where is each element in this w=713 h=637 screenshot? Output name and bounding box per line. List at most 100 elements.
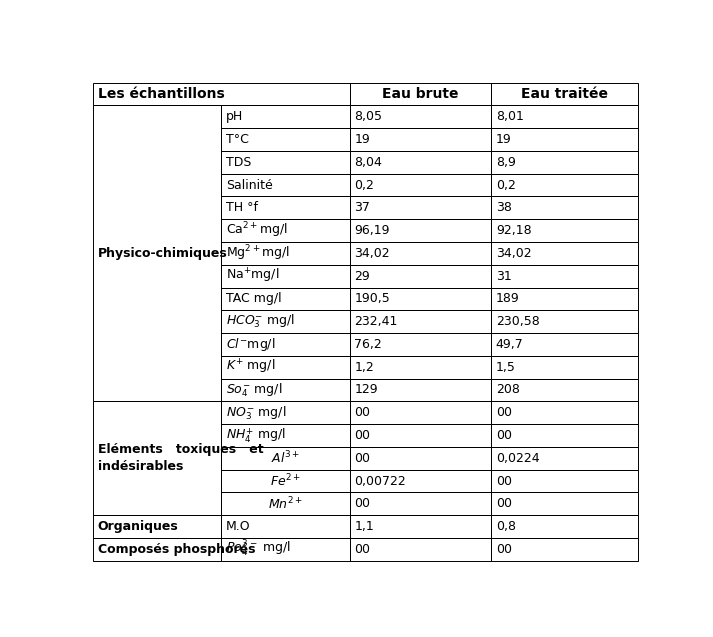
Text: 76,2: 76,2 (354, 338, 382, 351)
Bar (491, 287, 638, 310)
Text: 0,0224: 0,0224 (496, 452, 540, 465)
Text: $Al^{3+}$: $Al^{3+}$ (271, 450, 300, 467)
Bar (93, 105, 222, 401)
Text: Mg$^{2+}$mg/l: Mg$^{2+}$mg/l (226, 243, 290, 263)
Bar (222, 151, 350, 174)
Text: Na$^{+}$mg/l: Na$^{+}$mg/l (226, 267, 279, 285)
Bar (222, 447, 350, 469)
Text: 00: 00 (354, 497, 371, 510)
Bar (350, 378, 491, 401)
Text: 34,02: 34,02 (354, 247, 390, 260)
Bar (491, 151, 638, 174)
Bar (350, 151, 491, 174)
Bar (491, 378, 638, 401)
Text: 0,00722: 0,00722 (354, 475, 406, 487)
Text: 00: 00 (354, 429, 371, 442)
Text: 00: 00 (496, 543, 512, 556)
Text: $NH_4^{+}$ mg/l: $NH_4^{+}$ mg/l (226, 426, 286, 445)
Text: $Cl^{-}$mg/l: $Cl^{-}$mg/l (226, 336, 275, 353)
Bar (350, 219, 491, 242)
Text: 8,9: 8,9 (496, 156, 515, 169)
Bar (491, 310, 638, 333)
Bar (350, 538, 491, 561)
Text: Eau brute: Eau brute (382, 87, 458, 101)
Text: 34,02: 34,02 (496, 247, 531, 260)
Bar (350, 174, 491, 196)
Bar (93, 538, 222, 561)
Bar (350, 83, 491, 105)
Bar (350, 196, 491, 219)
Text: 230,58: 230,58 (496, 315, 540, 328)
Text: TAC mg/l: TAC mg/l (226, 292, 282, 305)
Bar (93, 401, 222, 515)
Text: TDS: TDS (226, 156, 252, 169)
Text: 37: 37 (354, 201, 370, 214)
Text: 00: 00 (354, 406, 371, 419)
Text: 0,8: 0,8 (496, 520, 516, 533)
Bar (491, 242, 638, 265)
Bar (350, 515, 491, 538)
Text: 8,05: 8,05 (354, 110, 382, 123)
Bar (222, 219, 350, 242)
Text: $Po_4^{3-}$ mg/l: $Po_4^{3-}$ mg/l (226, 540, 291, 559)
Bar (350, 424, 491, 447)
Bar (350, 265, 491, 287)
Bar (222, 424, 350, 447)
Bar (222, 469, 350, 492)
Text: 00: 00 (354, 452, 371, 465)
Text: $NO_3^{-}$ mg/l: $NO_3^{-}$ mg/l (226, 404, 287, 422)
Text: $Mn^{2+}$: $Mn^{2+}$ (268, 496, 303, 512)
Bar (222, 401, 350, 424)
Text: Composés phosphorés: Composés phosphorés (98, 543, 255, 556)
Bar (222, 128, 350, 151)
Bar (350, 310, 491, 333)
Bar (491, 265, 638, 287)
Text: Les échantillons: Les échantillons (98, 87, 225, 101)
Bar (491, 492, 638, 515)
Text: T°C: T°C (226, 133, 249, 146)
Text: pH: pH (226, 110, 243, 123)
Text: 00: 00 (496, 475, 512, 487)
Bar (350, 469, 491, 492)
Text: Eléments   toxiques   et
indésirables: Eléments toxiques et indésirables (98, 443, 263, 473)
Bar (350, 333, 491, 356)
Bar (491, 424, 638, 447)
Text: 190,5: 190,5 (354, 292, 390, 305)
Text: 232,41: 232,41 (354, 315, 398, 328)
Text: Ca$^{2+}$mg/l: Ca$^{2+}$mg/l (226, 221, 288, 240)
Bar (350, 128, 491, 151)
Bar (222, 196, 350, 219)
Bar (93, 83, 350, 105)
Text: 1,1: 1,1 (354, 520, 374, 533)
Bar (222, 356, 350, 378)
Text: 0,2: 0,2 (496, 178, 515, 192)
Bar (491, 538, 638, 561)
Text: 96,19: 96,19 (354, 224, 390, 237)
Bar (491, 174, 638, 196)
Bar (491, 83, 638, 105)
Text: 00: 00 (354, 543, 371, 556)
Bar (491, 196, 638, 219)
Text: Eau traitée: Eau traitée (521, 87, 608, 101)
Text: 00: 00 (496, 497, 512, 510)
Text: $HCO_3^{-}$ mg/l: $HCO_3^{-}$ mg/l (226, 313, 295, 331)
Text: 1,2: 1,2 (354, 361, 374, 374)
Bar (491, 356, 638, 378)
Bar (491, 469, 638, 492)
Bar (222, 378, 350, 401)
Bar (350, 492, 491, 515)
Bar (350, 287, 491, 310)
Bar (93, 515, 222, 538)
Text: TH °f: TH °f (226, 201, 258, 214)
Bar (491, 105, 638, 128)
Bar (350, 242, 491, 265)
Bar (222, 174, 350, 196)
Text: 19: 19 (354, 133, 370, 146)
Text: 1,5: 1,5 (496, 361, 515, 374)
Bar (222, 265, 350, 287)
Bar (491, 515, 638, 538)
Text: 38: 38 (496, 201, 512, 214)
Text: 00: 00 (496, 429, 512, 442)
Bar (222, 515, 350, 538)
Bar (491, 333, 638, 356)
